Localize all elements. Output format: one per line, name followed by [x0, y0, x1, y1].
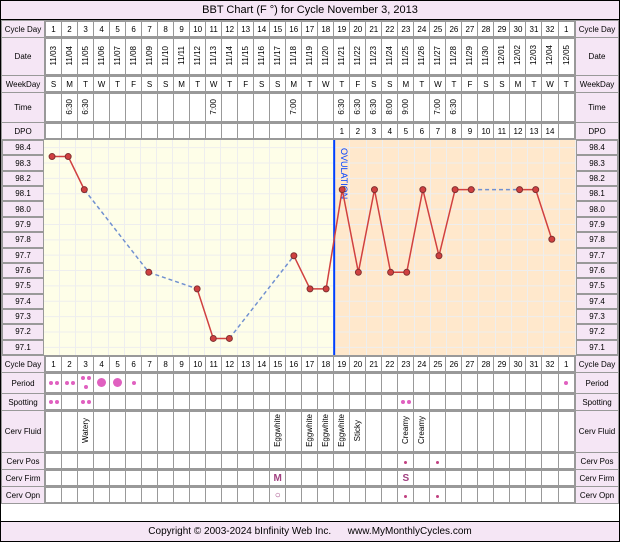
cycle-day-row-top: Cycle Day1234567891011121314151617181920…: [2, 21, 619, 38]
weekday-row: WeekDaySMTWTFSSMTWTFSSMTWTFSSMTWTFSSMTWT…: [2, 76, 619, 93]
bbt-chart-container: BBT Chart (F °) for Cycle November 3, 20…: [0, 0, 620, 542]
cerv-firm-row: Cerv FirmMSCerv Firm: [2, 470, 619, 487]
chart-title: BBT Chart (F °) for Cycle November 3, 20…: [1, 1, 619, 20]
temperature-chart: 98.498.398.298.198.097.997.897.797.697.5…: [1, 140, 619, 355]
temperature-plot: OVULATION: [44, 140, 576, 355]
y-axis-right: 98.498.398.298.198.097.997.897.797.697.5…: [576, 140, 618, 355]
period-row: PeriodPeriod: [2, 373, 619, 394]
time-row: Time6:306:307:007:006:306:306:308:009:00…: [2, 93, 619, 123]
spotting-row: SpottingSpotting: [2, 394, 619, 411]
copyright-text: Copyright © 2003-2024 bInfinity Web Inc.: [148, 526, 331, 537]
cycle-day-row-bot: Cycle Day1234567891011121314151617181920…: [2, 356, 619, 373]
date-row: Date11/0311/0411/0511/0611/0711/0811/091…: [2, 38, 619, 76]
copyright-bar: Copyright © 2003-2024 bInfinity Web Inc.…: [1, 521, 619, 541]
cerv-opn-row: Cerv Opn○Cerv Opn: [2, 487, 619, 504]
site-url[interactable]: www.MyMonthlyCycles.com: [348, 526, 472, 537]
cerv-pos-row: Cerv PosCerv Pos: [2, 453, 619, 470]
header-table: Cycle Day1234567891011121314151617181920…: [1, 20, 619, 140]
y-axis-left: 98.498.398.298.198.097.997.897.797.697.5…: [2, 140, 44, 355]
dpo-row-top: DPO1234567891011121314DPO: [2, 123, 619, 140]
cerv-fluid-row: Cerv FluidWateryEggwhiteEggwhiteEggwhite…: [2, 411, 619, 453]
footer-table: Cycle Day1234567891011121314151617181920…: [1, 355, 619, 504]
